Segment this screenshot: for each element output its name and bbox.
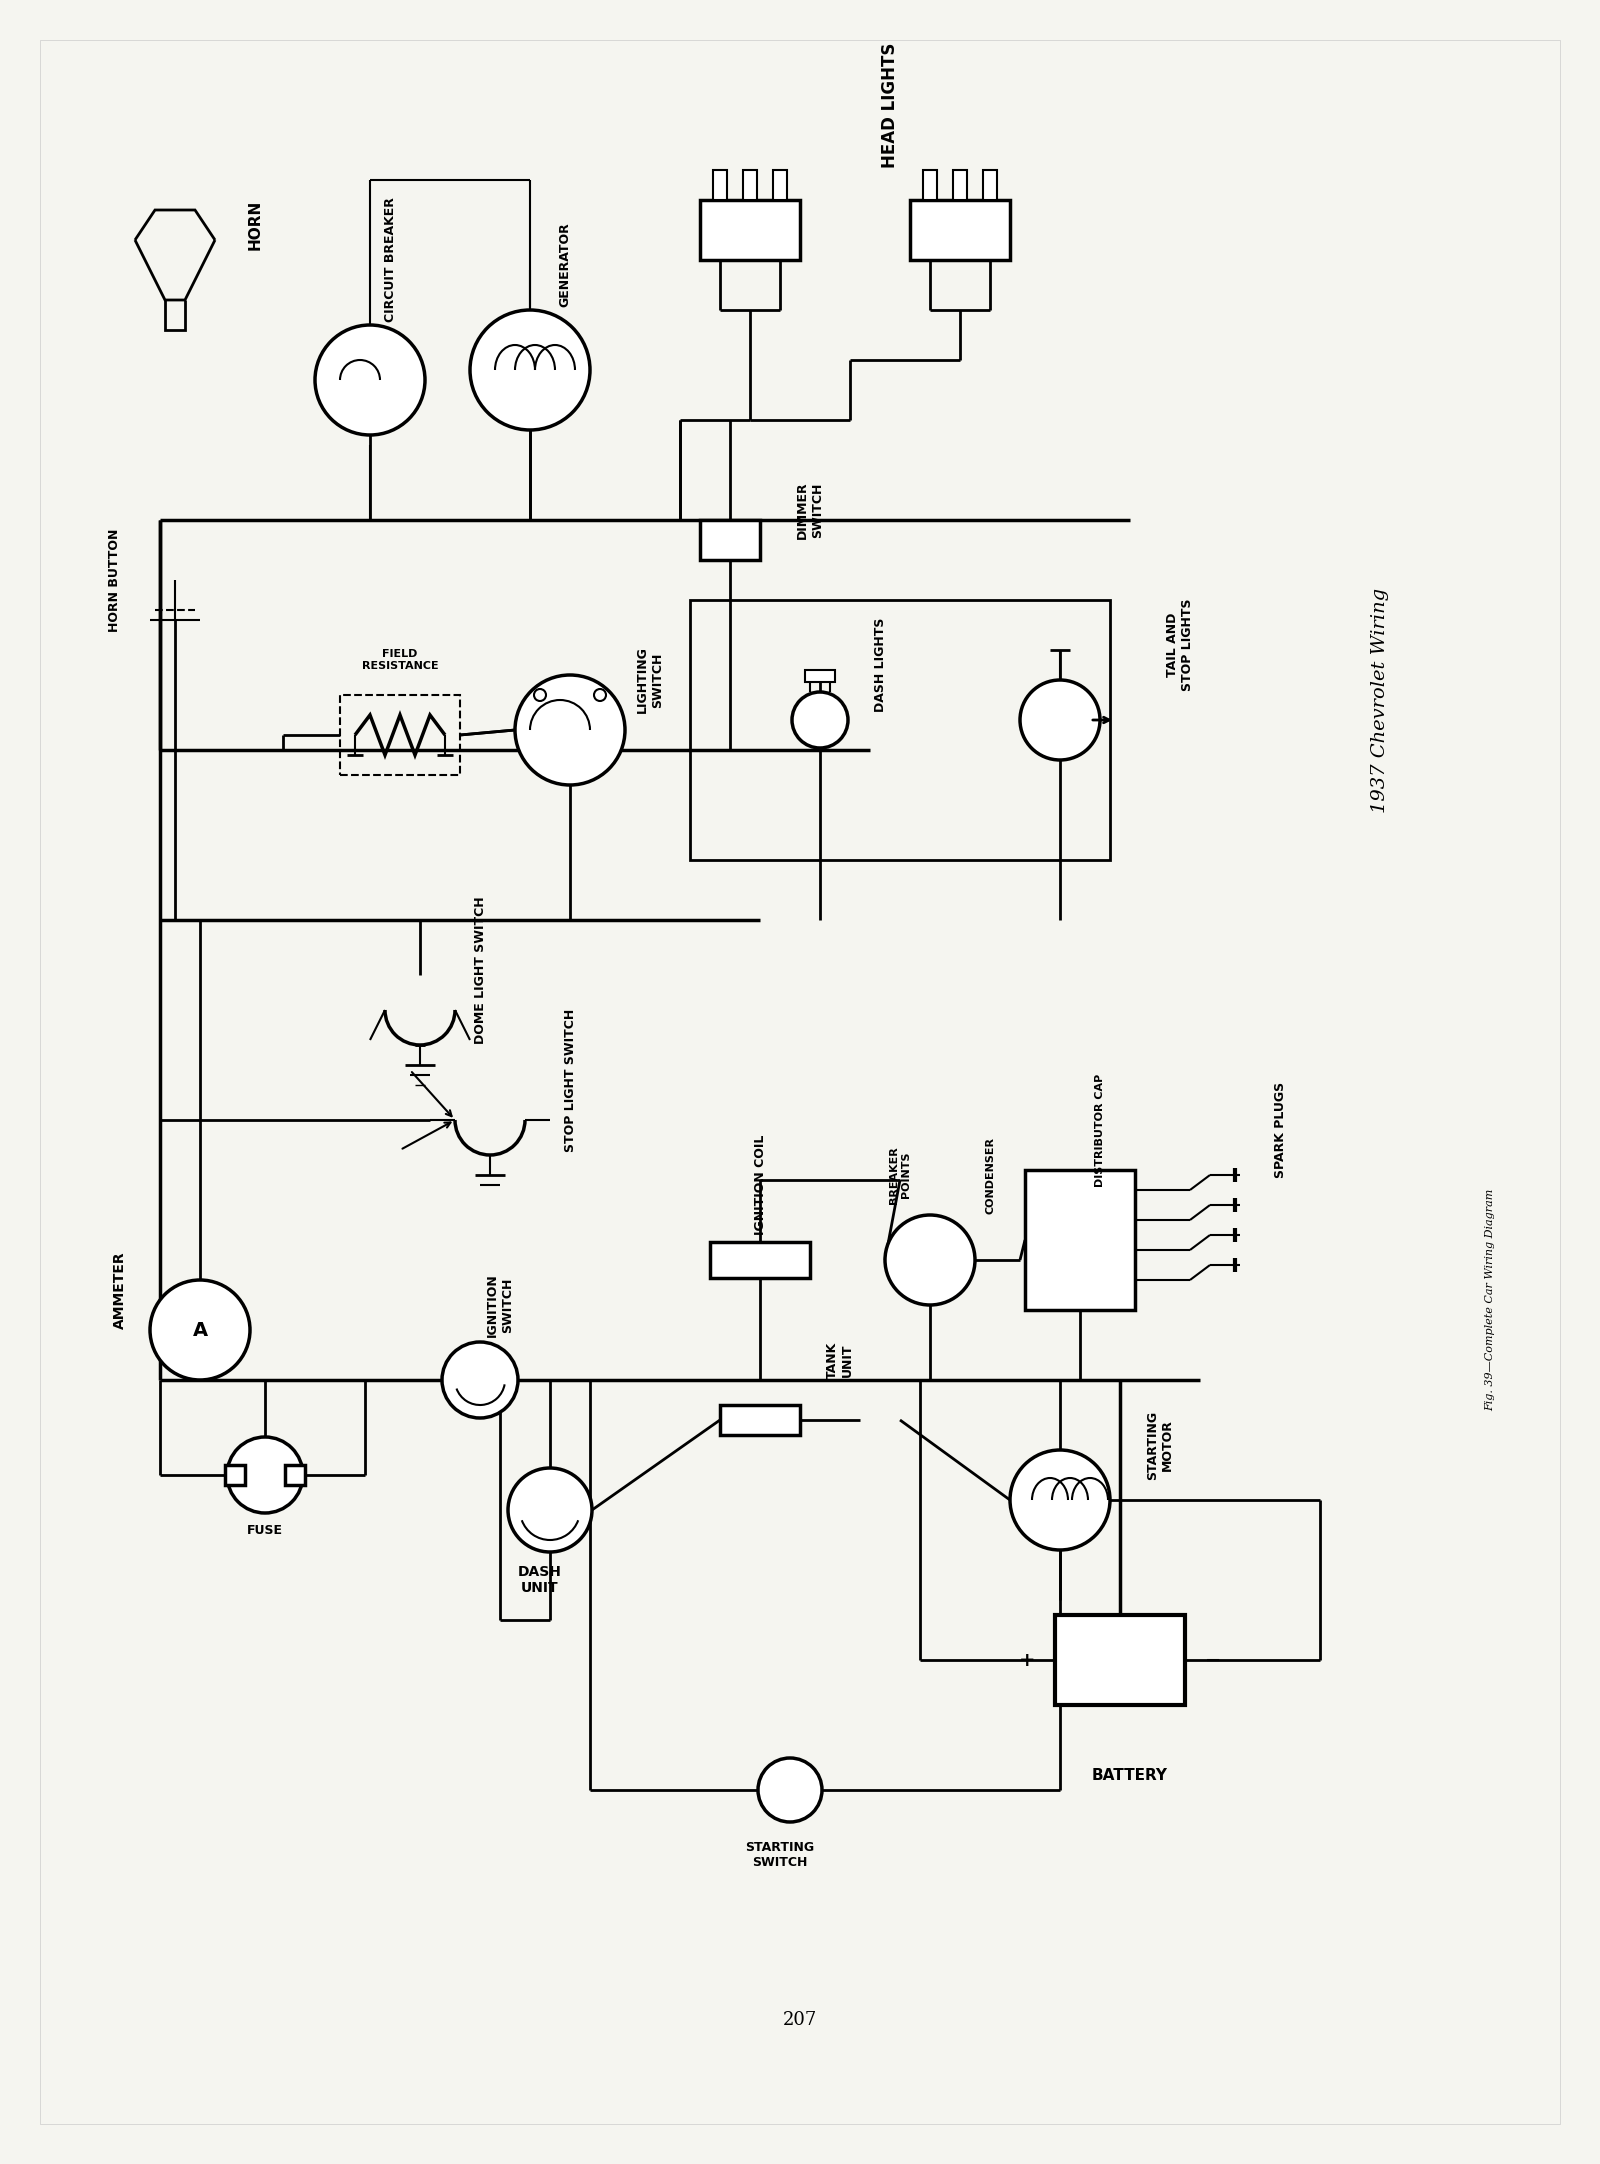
Bar [226,1465,245,1485]
Circle shape [534,688,546,701]
Circle shape [442,1342,518,1417]
Text: 207: 207 [782,2010,818,2030]
Text: FIELD
RESISTANCE: FIELD RESISTANCE [362,649,438,671]
Text: LIGHTING
SWITCH: LIGHTING SWITCH [637,647,664,714]
Text: CIRCUIT BREAKER: CIRCUIT BREAKER [384,197,397,322]
Text: HEAD LIGHTS: HEAD LIGHTS [882,43,899,167]
Circle shape [150,1279,250,1381]
Text: DIMMER
SWITCH: DIMMER SWITCH [797,480,824,539]
Bar [701,199,800,260]
Text: BREAKER
POINTS: BREAKER POINTS [890,1147,910,1203]
Circle shape [315,325,426,435]
Text: DASH
UNIT: DASH UNIT [518,1565,562,1595]
Text: DISTRIBUTOR CAP: DISTRIBUTOR CAP [1094,1073,1106,1186]
Text: 1937 Chevrolet Wiring: 1937 Chevrolet Wiring [1371,586,1389,812]
Text: DASH LIGHTS: DASH LIGHTS [874,617,886,712]
Bar [690,599,1110,859]
Text: HORN: HORN [248,199,262,251]
Bar [285,1465,306,1485]
Text: TAIL AND
STOP LIGHTS: TAIL AND STOP LIGHTS [1166,599,1194,690]
Bar [339,695,461,775]
Text: A: A [192,1320,208,1340]
Bar [982,171,997,199]
Circle shape [470,309,590,431]
Circle shape [792,692,848,749]
Bar [923,171,938,199]
Text: CONDENSER: CONDENSER [986,1136,995,1214]
Text: BATTERY: BATTERY [1091,1768,1168,1783]
Bar [742,171,757,199]
Text: STOP LIGHT SWITCH: STOP LIGHT SWITCH [563,1008,576,1151]
Circle shape [594,688,606,701]
Bar [1026,1171,1134,1309]
Text: TANK
UNIT: TANK UNIT [826,1342,854,1378]
Text: DOME LIGHT SWITCH: DOME LIGHT SWITCH [474,896,486,1043]
Text: Fig. 39—Complete Car Wiring Diagram: Fig. 39—Complete Car Wiring Diagram [1485,1188,1494,1411]
Circle shape [1010,1450,1110,1549]
Text: +: + [1019,1651,1035,1668]
Circle shape [1021,679,1101,760]
Bar [1054,1614,1186,1705]
Text: STARTING
SWITCH: STARTING SWITCH [746,1842,814,1870]
Bar [805,671,835,682]
Text: GENERATOR: GENERATOR [558,223,571,307]
Bar [710,1242,810,1279]
Bar [701,519,760,560]
Text: −: − [1205,1651,1221,1668]
Bar [773,171,787,199]
Text: HORN BUTTON: HORN BUTTON [109,528,122,632]
Text: SPARK PLUGS: SPARK PLUGS [1274,1082,1286,1177]
Bar [720,1404,800,1435]
Text: STARTING
MOTOR: STARTING MOTOR [1146,1411,1174,1480]
Bar [910,199,1010,260]
Text: IGNITION COIL: IGNITION COIL [754,1134,766,1236]
Bar [954,171,966,199]
Circle shape [509,1467,592,1552]
Circle shape [758,1757,822,1822]
Circle shape [515,675,626,786]
Text: IGNITION
SWITCH: IGNITION SWITCH [486,1272,514,1337]
Circle shape [227,1437,302,1513]
Circle shape [885,1214,974,1305]
Text: FUSE: FUSE [246,1523,283,1536]
Text: AMMETER: AMMETER [114,1251,126,1329]
Bar [714,171,726,199]
